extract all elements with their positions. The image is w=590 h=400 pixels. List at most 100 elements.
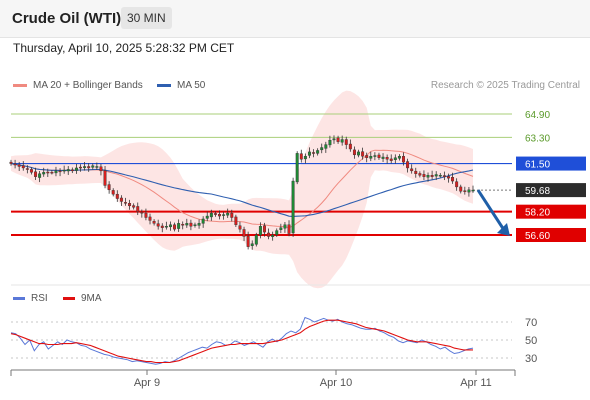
candle [324,141,328,153]
candle [29,167,33,175]
candle [250,240,254,250]
candle [451,172,455,184]
candle-body [226,212,230,216]
candle-body [332,138,336,141]
candle [406,158,410,173]
candle [132,203,136,210]
candle-body [414,170,418,174]
rsi-legend-label: RSI [31,293,48,304]
candle [115,190,119,202]
candle-body [38,173,42,178]
ma50-swatch-icon [157,84,171,87]
level-label-3: 59.68 [525,186,550,197]
candle [58,168,62,177]
candle-body [79,166,82,169]
candle-body [46,171,50,174]
candle [70,167,74,174]
candle-body [365,155,369,158]
candle-body [238,225,242,230]
candle-body [87,166,91,169]
candle-body [385,157,389,160]
candle [397,154,401,161]
candle-body [463,190,467,192]
candle-body [17,164,21,167]
candle [344,136,348,150]
candle-body [344,139,348,145]
instrument-title: Crude Oil (WTI) [12,10,122,27]
candle [430,170,434,180]
candle-body [299,153,303,160]
candle-body [58,170,62,173]
candle [238,221,242,233]
candle [54,166,58,177]
candle-body [209,212,213,218]
candle [381,153,385,162]
candle-body [373,155,377,157]
candle-body [275,230,279,235]
candle-body [218,214,221,217]
candle-body [132,205,136,208]
candle [168,221,172,231]
candle-body [393,157,397,160]
candle [307,147,311,159]
candle-body [295,153,299,183]
candle-body [95,166,99,168]
candle [393,154,397,164]
candle [87,163,91,172]
candle [340,135,344,146]
candle [34,167,37,181]
candle-body [422,174,426,177]
x-tick-label-1: Apr 10 [320,377,352,389]
candle-body [352,149,356,156]
candle-body [21,165,25,169]
ma20-legend-label: MA 20 + Bollinger Bands [33,80,143,91]
candle-body [267,232,271,237]
candle-body [91,165,95,168]
candle-body [369,156,373,159]
candle [402,152,405,166]
candle-body [230,212,234,218]
candle [226,208,230,218]
candle [13,159,17,169]
candle [95,162,99,170]
candle-body [287,224,291,234]
candles [9,135,475,250]
candle [295,151,299,185]
candle-body [312,152,316,154]
candle [164,221,168,230]
candle-body [271,234,275,237]
candle [263,222,266,237]
level-label-box-2 [516,156,586,171]
chart-datetime: Thursday, April 10, 2025 5:28:32 PM CET [13,41,235,55]
candle [66,166,70,175]
x-axis: Apr 9 Apr 10 Apr 11 [10,369,516,389]
candle [173,222,177,232]
candle-body [426,175,430,178]
candle-body [70,169,74,172]
candle-body [320,147,324,151]
candle [42,167,46,177]
candle-body [29,169,33,173]
candle [181,221,185,230]
level-label-2: 61.50 [525,160,550,171]
candle [218,210,221,220]
candle-body [152,221,156,224]
candle [410,164,414,174]
moving-averages [10,149,474,229]
candle [111,188,115,197]
candle [442,171,446,181]
candle-body [62,169,66,172]
candle [74,164,78,174]
candle [234,214,238,227]
candle-body [99,166,103,172]
rsi-tick-label-0: 30 [525,353,537,365]
ma50-line [10,163,474,217]
level-label-box-4 [516,204,586,219]
candle-body [451,177,455,182]
candle-body [168,224,172,228]
candle [336,135,340,144]
timeframe-button[interactable]: 30 MIN [121,7,172,29]
candle [377,152,381,160]
candle-body [377,154,381,158]
